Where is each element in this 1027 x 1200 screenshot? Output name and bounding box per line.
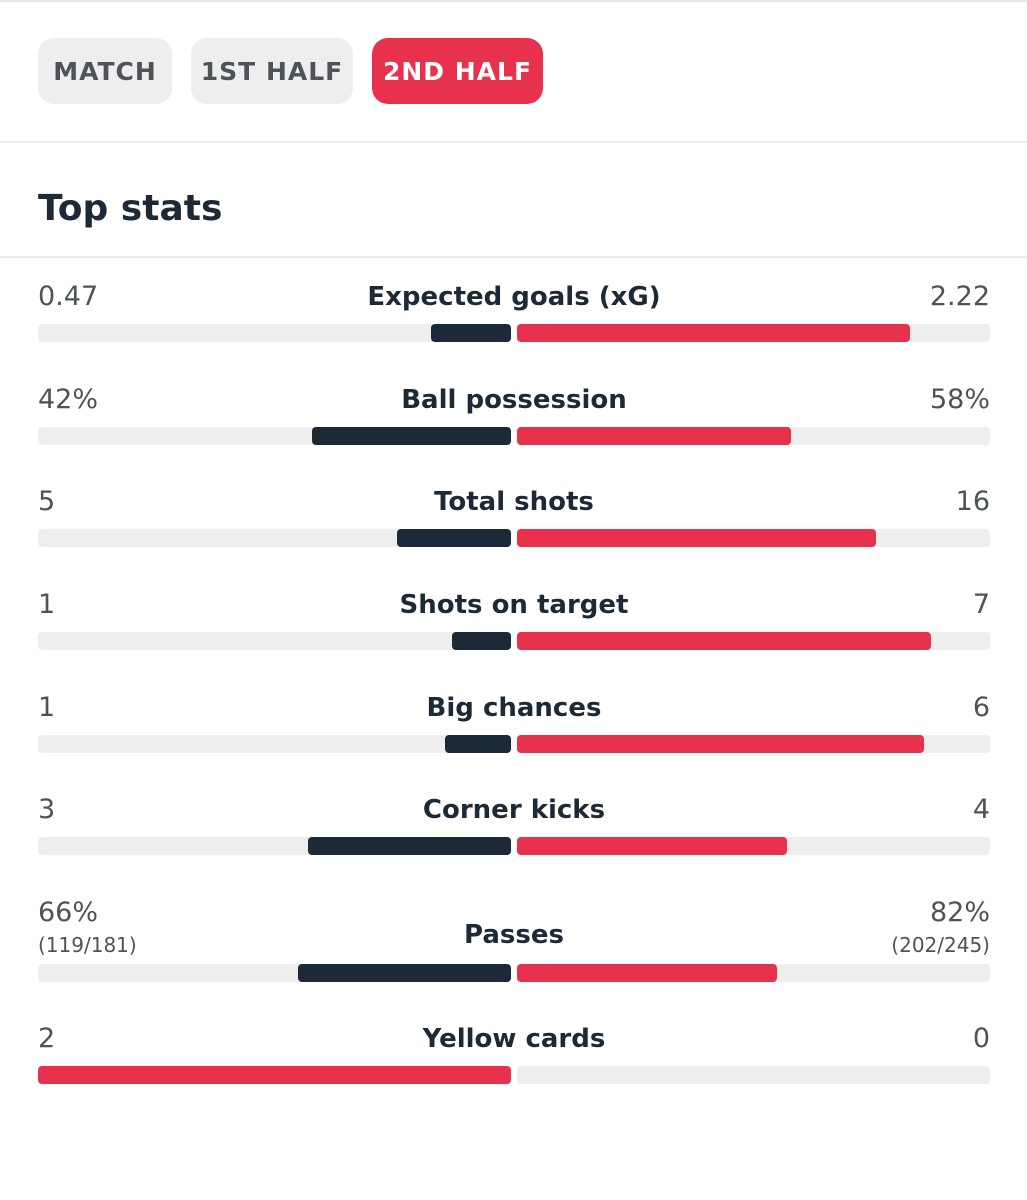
- stat-label: Corner kicks: [422, 795, 606, 825]
- stat-label: Total shots: [434, 487, 594, 517]
- stat-home-bar-fill: [307, 837, 511, 855]
- stat-big-chances: 1 Big chances 6: [38, 692, 990, 792]
- stat-home-bar-track: [38, 632, 511, 650]
- section-title: Top stats: [38, 188, 223, 229]
- stat-away-value: 2.22: [929, 281, 990, 312]
- stat-home-bar-track: [38, 837, 511, 855]
- stat-corner-kicks: 3 Corner kicks 4: [38, 794, 990, 894]
- stat-home-value: 2: [38, 1023, 56, 1054]
- stat-home-bar-track: [38, 735, 511, 753]
- stat-label: Yellow cards: [422, 1024, 606, 1054]
- stat-away-bar-track: [517, 1066, 990, 1084]
- stat-label: Shots on target: [399, 590, 629, 620]
- stat-yellow-cards: 2 Yellow cards 0: [38, 1023, 990, 1123]
- stat-away-bar-fill: [517, 427, 792, 445]
- stat-home-value: 0.47: [38, 281, 99, 312]
- stat-home-value: 66%: [38, 897, 99, 928]
- stat-total-shots: 5 Total shots 16: [38, 486, 990, 586]
- stat-away-bar-fill: [517, 735, 924, 753]
- stat-home-bar-fill: [451, 632, 511, 650]
- stat-away-bar-fill: [517, 837, 787, 855]
- tab-match[interactable]: MATCH: [38, 38, 172, 104]
- stat-home-bar-fill: [312, 427, 511, 445]
- stat-away-bar-track: [517, 735, 990, 753]
- stat-home-bar-track: [38, 529, 511, 547]
- stat-away-bar-fill: [517, 529, 877, 547]
- section-divider: [0, 256, 1027, 258]
- stat-home-bar-track: [38, 324, 511, 342]
- stat-label: Ball possession: [401, 385, 627, 415]
- stat-away-value: 0: [972, 1023, 990, 1054]
- stat-away-subvalue: (202/245): [891, 933, 990, 957]
- stat-home-subvalue: (119/181): [38, 933, 137, 957]
- stat-away-value: 16: [955, 486, 990, 517]
- tab-1st-half[interactable]: 1ST HALF: [191, 38, 353, 104]
- stat-home-value: 5: [38, 486, 56, 517]
- stat-home-value: 1: [38, 589, 56, 620]
- stat-shots-on-target: 1 Shots on target 7: [38, 589, 990, 689]
- stat-home-bar-fill: [430, 324, 511, 342]
- stat-away-value: 58%: [929, 384, 990, 415]
- stat-expected-goals: 0.47 Expected goals (xG) 2.22: [38, 281, 990, 381]
- stat-away-bar-fill: [517, 632, 931, 650]
- stat-away-bar-track: [517, 964, 990, 982]
- stat-label: Expected goals (xG): [367, 282, 661, 312]
- stat-away-bar-fill: [517, 324, 910, 342]
- tab-2nd-half[interactable]: 2ND HALF: [372, 38, 543, 104]
- stat-away-value: 4: [972, 794, 990, 825]
- stat-label: Big chances: [426, 693, 602, 723]
- stat-home-bar-track: [38, 427, 511, 445]
- stat-away-bar-track: [517, 632, 990, 650]
- stat-home-bar-track: [38, 1066, 511, 1084]
- top-divider: [0, 0, 1027, 2]
- stat-ball-possession: 42% Ball possession 58%: [38, 384, 990, 484]
- stat-label: Passes: [464, 920, 564, 950]
- stat-away-value: 6: [972, 692, 990, 723]
- stat-away-bar-track: [517, 427, 990, 445]
- stat-home-bar-fill: [397, 529, 511, 547]
- stat-home-bar-fill: [298, 964, 511, 982]
- period-tabs: MATCH 1ST HALF 2ND HALF: [38, 38, 543, 104]
- stat-home-value: 1: [38, 692, 56, 723]
- stat-away-bar-fill: [517, 964, 778, 982]
- stat-away-bar-track: [517, 837, 990, 855]
- stat-home-value: 3: [38, 794, 56, 825]
- stat-away-bar-track: [517, 324, 990, 342]
- stat-away-value: 82%: [929, 897, 990, 928]
- stat-home-value: 42%: [38, 384, 99, 415]
- stat-away-value: 7: [972, 589, 990, 620]
- stat-away-bar-track: [517, 529, 990, 547]
- tabs-divider: [0, 141, 1027, 143]
- stat-home-bar-fill: [444, 735, 511, 753]
- stat-passes: 66% (119/181) Passes 82% (202/245): [38, 897, 990, 1007]
- stat-home-bar-fill: [38, 1066, 511, 1084]
- stat-home-bar-track: [38, 964, 511, 982]
